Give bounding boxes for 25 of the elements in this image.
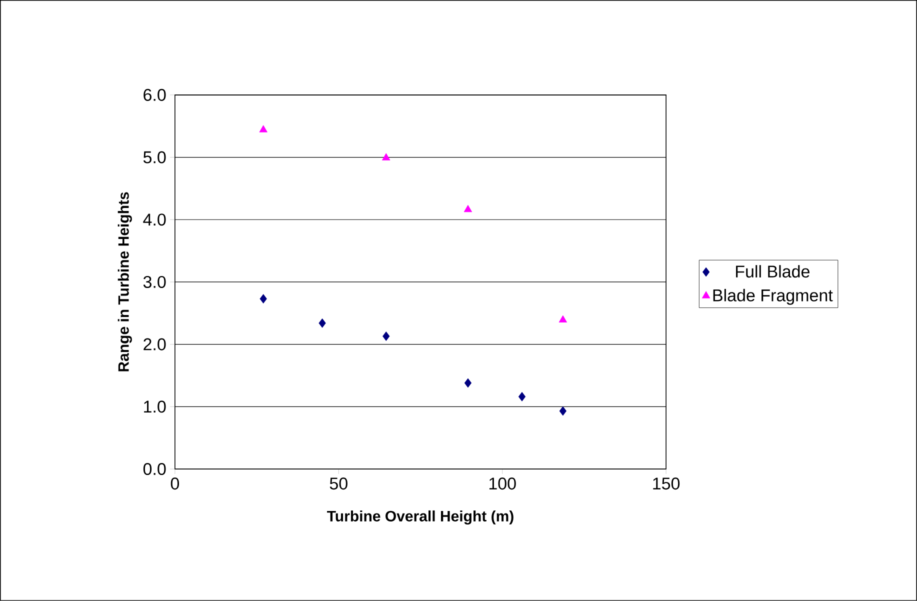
point [382,332,390,341]
point [464,378,472,388]
y-tick-label: 3.0 [143,276,166,288]
legend-label: Blade Fragment [713,288,833,305]
x-tick-label: 100 [489,478,516,490]
y-tick-label: 1.0 [144,400,166,413]
y-tick-label: 4.0 [143,214,166,226]
point [318,318,326,328]
point [464,204,472,212]
x-tick-label: 0 [170,478,180,490]
x-tick-label: 150 [653,478,680,490]
legend-label: Full Blade [736,265,810,278]
x-tick-label: 50 [330,478,348,490]
point [558,315,568,322]
point [518,392,526,402]
point [382,153,390,160]
point [260,294,267,304]
y-tick-label: 5.0 [143,151,166,164]
point [259,125,268,132]
point [559,406,566,416]
y-tick-label: 0.0 [143,463,166,476]
y-tick-label: 2.0 [144,338,166,350]
y-axis-title: Range in Turbine Heights [118,192,132,372]
x-axis-title: Turbine Overall Height (m) [327,510,514,525]
y-tick-label: 6.0 [144,88,166,101]
